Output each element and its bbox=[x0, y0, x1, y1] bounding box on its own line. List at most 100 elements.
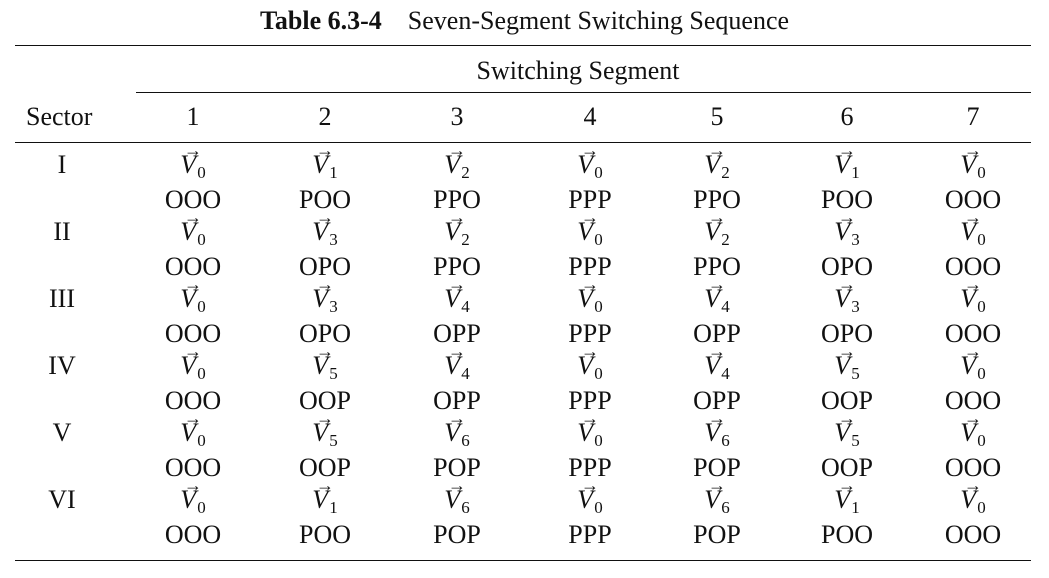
vector-subscript: 4 bbox=[721, 297, 730, 316]
voltage-vector: → V6 bbox=[704, 476, 729, 523]
vector-arrow-icon: → bbox=[183, 207, 202, 227]
switching-state: OPO bbox=[820, 252, 874, 281]
voltage-vector: → V1 bbox=[834, 476, 859, 523]
vector-arrow-icon: → bbox=[963, 341, 982, 361]
vector-symbol: V bbox=[834, 217, 851, 246]
vector-arrow-icon: → bbox=[837, 274, 856, 294]
voltage-vector: → V5 bbox=[312, 409, 337, 456]
vector-arrow-icon: → bbox=[707, 475, 726, 495]
vector-symbol: V bbox=[577, 217, 594, 246]
vector-arrow-icon: → bbox=[315, 207, 334, 227]
voltage-vector: → V0 bbox=[577, 141, 602, 188]
vector-symbol: V bbox=[704, 418, 721, 447]
vector-subscript: 4 bbox=[461, 364, 470, 383]
vector-arrow-icon: → bbox=[580, 475, 599, 495]
vector-symbol: V bbox=[704, 351, 721, 380]
vector-symbol: V bbox=[444, 217, 461, 246]
vector-symbol: V bbox=[312, 217, 329, 246]
vector-symbol: V bbox=[444, 150, 461, 179]
switching-state: POO bbox=[298, 520, 352, 549]
segment-header-1: 1 bbox=[186, 102, 200, 131]
vector-symbol: V bbox=[960, 150, 977, 179]
voltage-vector: → V4 bbox=[444, 275, 469, 322]
vector-subscript: 0 bbox=[977, 364, 986, 383]
switching-state: OOO bbox=[944, 252, 1002, 281]
switching-state: OOP bbox=[298, 453, 352, 482]
vector-arrow-icon: → bbox=[707, 140, 726, 160]
vector-subscript: 5 bbox=[329, 364, 338, 383]
sector-label: V bbox=[52, 418, 72, 447]
vector-symbol: V bbox=[180, 150, 197, 179]
segment-header-2: 2 bbox=[318, 102, 332, 131]
switching-state: OOO bbox=[944, 185, 1002, 214]
vector-subscript: 0 bbox=[197, 163, 206, 182]
vector-arrow-icon: → bbox=[183, 274, 202, 294]
vector-arrow-icon: → bbox=[183, 408, 202, 428]
vector-arrow-icon: → bbox=[183, 140, 202, 160]
vector-subscript: 3 bbox=[329, 297, 338, 316]
vector-arrow-icon: → bbox=[183, 475, 202, 495]
switching-state: OPP bbox=[693, 319, 741, 348]
switching-state: PPP bbox=[568, 319, 612, 348]
voltage-vector: → V0 bbox=[577, 342, 602, 389]
vector-subscript: 0 bbox=[197, 230, 206, 249]
switching-state: OOO bbox=[164, 319, 222, 348]
vector-arrow-icon: → bbox=[837, 140, 856, 160]
vector-subscript: 3 bbox=[851, 297, 860, 316]
switching-state: PPO bbox=[433, 252, 481, 281]
voltage-vector: → V4 bbox=[704, 275, 730, 322]
vector-arrow-icon: → bbox=[447, 140, 466, 160]
vector-subscript: 2 bbox=[721, 230, 730, 249]
vector-symbol: V bbox=[577, 418, 594, 447]
vector-arrow-icon: → bbox=[707, 341, 726, 361]
sector-label: VI bbox=[48, 485, 76, 514]
vector-subscript: 0 bbox=[594, 498, 603, 517]
sector-label: II bbox=[53, 217, 71, 246]
vector-subscript: 3 bbox=[851, 230, 860, 249]
vector-subscript: 0 bbox=[594, 297, 603, 316]
voltage-vector: → V0 bbox=[960, 275, 985, 322]
voltage-vector: → V0 bbox=[180, 409, 206, 456]
vector-symbol: V bbox=[444, 418, 461, 447]
switching-state: POO bbox=[820, 520, 874, 549]
voltage-vector: → V5 bbox=[834, 409, 860, 456]
vector-symbol: V bbox=[312, 418, 329, 447]
vector-subscript: 3 bbox=[329, 230, 338, 249]
switching-state: OOO bbox=[164, 185, 222, 214]
top-rule bbox=[15, 45, 1031, 46]
voltage-vector: → V0 bbox=[180, 476, 205, 523]
voltage-vector: → V6 bbox=[704, 409, 729, 456]
vector-subscript: 0 bbox=[977, 431, 986, 450]
voltage-vector: → V0 bbox=[960, 476, 985, 523]
vector-arrow-icon: → bbox=[580, 341, 599, 361]
switching-state: OPP bbox=[433, 386, 481, 415]
switching-state: POO bbox=[298, 185, 352, 214]
vector-subscript: 5 bbox=[851, 431, 860, 450]
voltage-vector: → V2 bbox=[704, 208, 730, 255]
vector-symbol: V bbox=[834, 485, 851, 514]
vector-symbol: V bbox=[834, 150, 851, 179]
vector-symbol: V bbox=[312, 284, 329, 313]
switching-state: PPP bbox=[568, 252, 612, 281]
vector-arrow-icon: → bbox=[315, 140, 334, 160]
vector-subscript: 0 bbox=[197, 431, 206, 450]
voltage-vector: → V1 bbox=[312, 476, 338, 523]
voltage-vector: → V2 bbox=[704, 141, 729, 188]
vector-symbol: V bbox=[180, 418, 197, 447]
vector-arrow-icon: → bbox=[707, 274, 726, 294]
voltage-vector: → V0 bbox=[960, 409, 986, 456]
vector-subscript: 1 bbox=[329, 498, 338, 517]
switching-state: OOO bbox=[944, 319, 1002, 348]
vector-arrow-icon: → bbox=[580, 408, 599, 428]
switching-state: OOP bbox=[820, 386, 874, 415]
vector-arrow-icon: → bbox=[315, 408, 334, 428]
vector-symbol: V bbox=[577, 150, 594, 179]
voltage-vector: → V0 bbox=[577, 275, 603, 322]
vector-subscript: 0 bbox=[594, 431, 603, 450]
switching-state: OOO bbox=[164, 453, 222, 482]
switching-state: OPO bbox=[298, 319, 352, 348]
switching-state: OPP bbox=[693, 386, 741, 415]
switching-state: PPO bbox=[433, 185, 481, 214]
vector-subscript: 6 bbox=[461, 498, 470, 517]
vector-symbol: V bbox=[312, 351, 329, 380]
